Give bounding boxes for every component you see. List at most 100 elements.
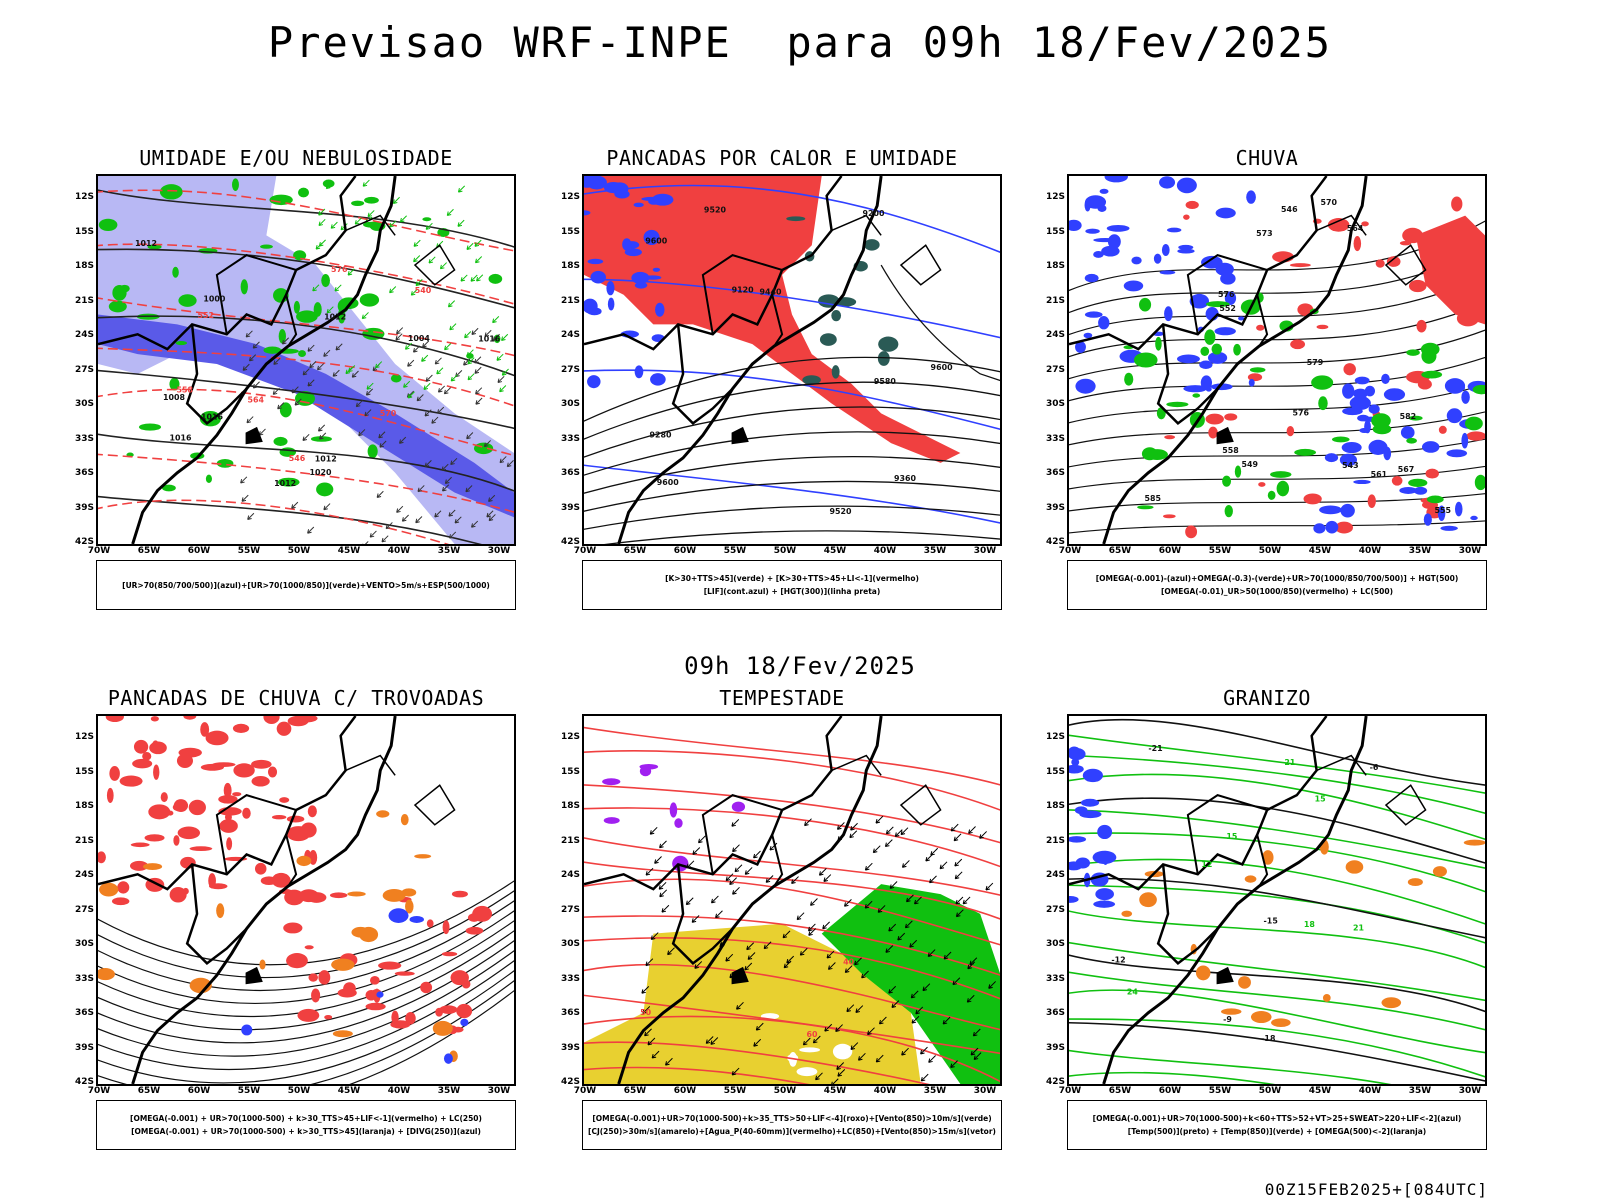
contour-line: [1069, 954, 1485, 1013]
contour-line: [98, 433, 514, 492]
shaded-cell: [1098, 315, 1110, 330]
contour-label: 552: [198, 311, 215, 320]
longitude-tick-label: 30W: [1458, 546, 1482, 556]
shaded-cell: [219, 819, 238, 833]
legend-text: [OMEGA(-0.001) + UR>70(1000-500) + k>30_…: [131, 1127, 481, 1136]
latitude-tick-label: 39S: [74, 502, 94, 513]
shaded-cell: [1470, 515, 1478, 521]
wind-vector: [659, 840, 667, 849]
wind-vector: [969, 957, 978, 966]
shaded-cell: [1423, 513, 1432, 526]
shaded-cell: [1286, 425, 1295, 437]
shaded-cell: [1406, 437, 1417, 444]
coastline-borders: [1069, 716, 1427, 1084]
wind-vector: [501, 333, 509, 341]
shaded-cell: [1262, 850, 1274, 865]
shaded-cell: [1093, 238, 1118, 243]
latitude-tick-label: 42S: [1045, 537, 1065, 547]
contour-label: 558: [176, 386, 193, 395]
contour-line: [584, 937, 1000, 1000]
wind-vector: [460, 274, 468, 282]
contour-line: [98, 248, 514, 309]
contour-label: 9360: [894, 474, 917, 483]
coastline: [131, 176, 397, 544]
contour-label: 549: [1242, 460, 1259, 469]
shaded-cell: [1204, 329, 1216, 345]
contour-label: 9580: [874, 377, 897, 386]
map-area: 40 50 60: [582, 714, 1002, 1086]
wind-vector: [464, 331, 472, 339]
wind-vector: [486, 510, 494, 518]
longitude-tick-label: 60W: [1158, 1086, 1182, 1096]
latitude-tick-label: 21S: [1045, 835, 1065, 846]
shaded-cell: [1121, 910, 1133, 917]
shaded-cell: [1248, 378, 1255, 387]
shaded-cell: [1164, 435, 1176, 440]
shaded-cell: [1339, 453, 1358, 467]
latitude-tick-label: 18S: [1045, 801, 1065, 811]
shaded-cell: [226, 837, 233, 851]
shaded-cell: [273, 436, 288, 446]
latitude-tick-label: 15S: [1045, 226, 1065, 237]
shaded-cell: [232, 723, 250, 734]
shaded-cell: [1214, 327, 1236, 336]
wind-vector: [404, 342, 413, 350]
longitude-tick-label: 60W: [187, 1086, 211, 1096]
contour-labels: 1012 1012 1012 1012 1016 1016 1020 1008 1004 1000…: [135, 239, 501, 488]
shaded-cell: [251, 759, 272, 769]
contour-label: 1012: [324, 313, 346, 322]
contour-line: [98, 495, 482, 544]
wind-vector: [307, 526, 315, 534]
legend-text: [CJ(250)>30m/s](amarelo)+[Agua_P(40-60mm…: [588, 1127, 996, 1136]
latitude-tick-label: 15S: [1045, 766, 1065, 777]
latitude-tick-label: 24S: [560, 330, 580, 340]
contour-label: 1008: [163, 393, 186, 402]
wind-vector: [920, 1046, 928, 1055]
wind-vectors: [240, 327, 514, 544]
wind-vector: [365, 388, 374, 396]
wind-vector: [753, 850, 761, 859]
shaded-cell: [1178, 244, 1194, 250]
shaded-cell: [284, 889, 305, 906]
storm-purple-areas: [602, 763, 746, 872]
shaded-cell: [435, 1007, 443, 1017]
shaded-cell: [167, 810, 174, 816]
shaded-cell: [223, 782, 232, 798]
shaded-cell: [251, 776, 270, 787]
contour-label: 543: [1342, 461, 1359, 470]
shaded-cell: [172, 802, 187, 812]
latitude-tick-label: 39S: [1045, 502, 1065, 513]
wind-vector: [904, 920, 913, 929]
contour-line: [98, 388, 514, 457]
wind-vector: [399, 436, 407, 444]
contour-line: [1069, 910, 1485, 969]
shaded-cell: [1313, 523, 1326, 534]
longitude-tick-label: 55W: [237, 546, 261, 556]
shaded-cell: [1311, 375, 1334, 390]
shaded-cell: [331, 958, 355, 971]
wind-vector: [375, 361, 383, 369]
wind-vector: [428, 256, 436, 264]
shaded-cell: [1386, 256, 1401, 267]
shaded-cell: [799, 1047, 821, 1053]
contour-line: [98, 189, 514, 248]
wind-vector: [855, 1005, 864, 1013]
wind-vector: [746, 942, 755, 951]
wind-vector: [376, 490, 384, 498]
shaded-cell: [1249, 367, 1266, 373]
wind-vector: [273, 357, 281, 365]
wind-vector: [422, 340, 430, 348]
shaded-cell: [175, 341, 188, 346]
wind-vector: [483, 440, 491, 448]
shaded-cell: [1250, 1010, 1272, 1024]
shaded-cell: [432, 1020, 453, 1036]
shaded-cell: [1080, 798, 1100, 807]
contour-label: 60: [806, 1030, 818, 1039]
contour-label: 546: [289, 454, 306, 463]
wind-vector: [242, 363, 250, 371]
wind-vector: [449, 323, 457, 331]
wind-vector: [885, 945, 894, 953]
wind-vector: [744, 962, 753, 971]
wind-vector: [846, 1004, 855, 1013]
shaded-cell: [1073, 747, 1080, 757]
